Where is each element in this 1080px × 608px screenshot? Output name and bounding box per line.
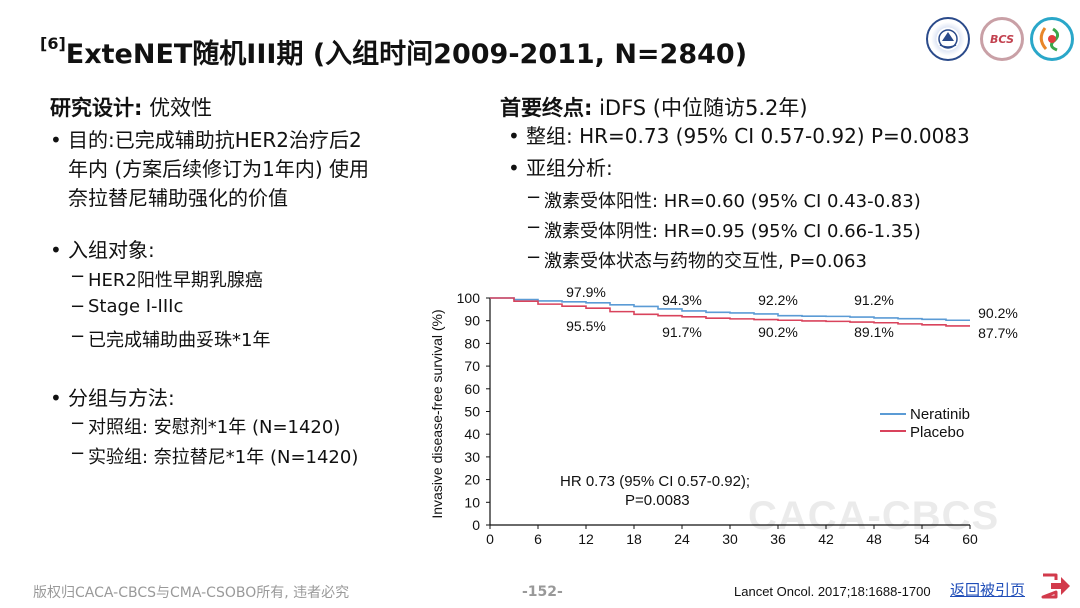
- y-tick-label: 50: [464, 404, 480, 420]
- hr-text-line1: HR 0.73 (95% CI 0.57-0.92);: [560, 473, 750, 490]
- back-link[interactable]: 返回被引页: [950, 581, 1026, 599]
- bcs-logo: BCS: [980, 17, 1024, 61]
- overall-bullet: • 整组: HR=0.73 (95% CI 0.57-0.92) P=0.008…: [508, 122, 970, 151]
- subgroup-item: − 激素受体阳性: HR=0.60 (95% CI 0.43-0.83): [526, 187, 921, 212]
- x-tick-label: 60: [962, 531, 978, 547]
- purpose-line: 年内 (方案后续修订为1年内) 使用: [68, 157, 370, 181]
- annotation-placebo: 89.1%: [854, 324, 894, 340]
- km-chart: Invasive disease-free survival (%) 0 10 20…: [429, 284, 1018, 547]
- design-heading: 研究设计: 优效性: [50, 92, 212, 122]
- title-text: ExteNET随机III期 (入组时间2009-2011, N=2840): [65, 39, 748, 70]
- copyright-text: 版权归CACA-CBCS与CMA-CSOBO所有, 违者必究: [33, 585, 350, 601]
- annotation-neratinib: 92.2%: [758, 292, 798, 308]
- x-tick-label: 42: [818, 531, 834, 547]
- x-tick-label: 0: [486, 531, 494, 547]
- annotation-neratinib: 94.3%: [662, 292, 702, 308]
- x-tick-label: 48: [866, 531, 882, 547]
- population-label: 入组对象:: [68, 238, 155, 262]
- population-item: − Stage I-IIIc: [70, 296, 184, 317]
- purpose-line: 目的:已完成辅助抗HER2治疗后2: [68, 128, 362, 152]
- university-seal-logo: [926, 17, 970, 61]
- title-ref: [6]: [40, 34, 66, 53]
- population-item: − HER2阳性早期乳腺癌: [70, 266, 263, 291]
- chart-annotations: 97.9% 94.3% 92.2% 91.2% 90.2% 95.5% 91.7% 90.2%…: [566, 284, 1018, 341]
- annotation-neratinib: 90.2%: [978, 305, 1018, 321]
- legend-label-placebo: Placebo: [910, 424, 964, 441]
- annotation-placebo: 87.7%: [978, 325, 1018, 341]
- grouping-item: − 实验组: 奈拉替尼*1年 (N=1420): [70, 443, 359, 468]
- endpoint-heading: 首要终点: iDFS (中位随访5.2年): [500, 92, 808, 122]
- y-tick-label: 80: [464, 335, 480, 351]
- subgroup-item: − 激素受体状态与药物的交互性, P=0.063: [526, 247, 867, 272]
- purpose-bullet: • 目的:已完成辅助抗HER2治疗后2 年内 (方案后续修订为1年内) 使用 奈…: [50, 126, 370, 213]
- annotation-neratinib: 97.9%: [566, 284, 606, 300]
- annotation-placebo: 91.7%: [662, 324, 702, 340]
- annotation-placebo: 95.5%: [566, 318, 606, 334]
- x-tick-label: 24: [674, 531, 690, 547]
- grouping-bullet: • 分组与方法:: [50, 384, 175, 413]
- y-tick-label: 60: [464, 381, 480, 397]
- design-value: 优效性: [142, 96, 213, 120]
- bullet-dot: •: [50, 386, 62, 410]
- overall-text: 整组: HR=0.73 (95% CI 0.57-0.92) P=0.0083: [526, 124, 970, 148]
- y-tick-label: 30: [464, 449, 480, 465]
- bullet-dot: •: [508, 156, 520, 180]
- hr-text-line2: P=0.0083: [625, 492, 690, 509]
- x-tick-label: 18: [626, 531, 642, 547]
- reference-text: Lancet Oncol. 2017;18:1688-1700: [734, 584, 931, 599]
- x-tick-label: 30: [722, 531, 738, 547]
- x-tick-label: 54: [914, 531, 930, 547]
- subgroup-label: 亚组分析:: [526, 156, 613, 180]
- y-tick-label: 100: [457, 290, 481, 306]
- chart-series: [490, 297, 970, 327]
- bullet-dot: •: [50, 128, 62, 152]
- y-axis-label: Invasive disease-free survival (%): [429, 309, 445, 518]
- y-tick-label: 20: [464, 472, 480, 488]
- slide-title: [6]ExteNET随机III期 (入组时间2009-2011, N=2840): [40, 32, 747, 71]
- bullet-dot: •: [508, 124, 520, 148]
- purpose-line: 奈拉替尼辅助强化的价值: [68, 186, 288, 210]
- series-line-placebo: [490, 297, 970, 327]
- y-tick-label: 0: [472, 517, 480, 533]
- x-tick-label: 6: [534, 531, 542, 547]
- subgroup-item: − 激素受体阴性: HR=0.95 (95% CI 0.66-1.35): [526, 217, 921, 242]
- grouping-label: 分组与方法:: [68, 386, 175, 410]
- x-tick-label: 36: [770, 531, 786, 547]
- grouping-item: − 对照组: 安慰剂*1年 (N=1420): [70, 413, 341, 438]
- design-label: 研究设计:: [50, 96, 143, 120]
- chart-legend: Neratinib Placebo: [880, 406, 970, 441]
- x-tick-label: 12: [578, 531, 594, 547]
- population-item: − 已完成辅助曲妥珠*1年: [70, 326, 271, 351]
- back-arrow-icon[interactable]: [1040, 572, 1072, 600]
- annotation-placebo: 90.2%: [758, 324, 798, 340]
- population-bullet: • 入组对象:: [50, 236, 155, 265]
- page-number: -152-: [522, 584, 563, 600]
- legend-label-neratinib: Neratinib: [910, 406, 970, 423]
- chart-axes: 0 10 20 30 40 50 60 70 80 90 100 0 6 12 18 24 30 36 42 48 54…: [457, 290, 978, 547]
- y-tick-label: 70: [464, 358, 480, 374]
- series-line-neratinib: [490, 297, 970, 322]
- y-tick-label: 40: [464, 426, 480, 442]
- endpoint-value: iDFS (中位随访5.2年): [592, 96, 808, 120]
- y-tick-label: 90: [464, 313, 480, 329]
- bullet-dot: •: [50, 238, 62, 262]
- subgroup-bullet: • 亚组分析:: [508, 154, 613, 183]
- watermark: CACA-CBCS: [748, 494, 1000, 538]
- y-tick-label: 10: [464, 494, 480, 510]
- bcs-logo-text: BCS: [990, 32, 1014, 46]
- swirl-logo: [1030, 17, 1074, 61]
- annotation-neratinib: 91.2%: [854, 292, 894, 308]
- endpoint-label: 首要终点:: [500, 96, 593, 120]
